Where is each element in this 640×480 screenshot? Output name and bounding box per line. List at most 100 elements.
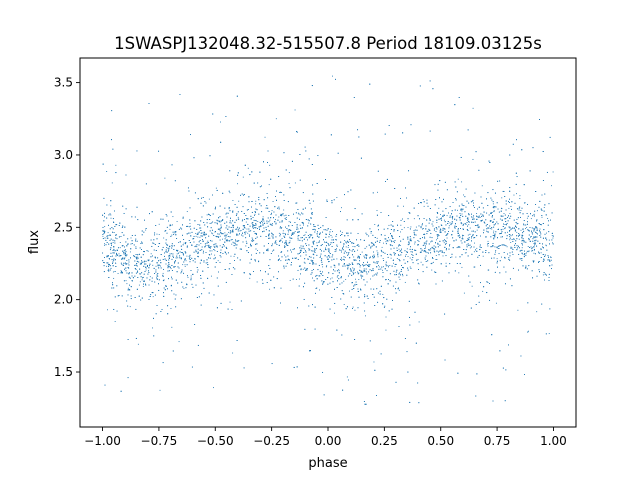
data-point — [420, 227, 422, 229]
data-point — [334, 251, 336, 253]
data-point — [237, 211, 239, 213]
data-point — [297, 239, 299, 241]
data-point — [487, 282, 489, 283]
data-point — [330, 229, 332, 230]
data-point — [407, 226, 409, 228]
data-point — [110, 214, 112, 216]
data-point — [381, 266, 383, 268]
data-point — [459, 234, 460, 236]
data-point — [354, 309, 356, 311]
data-point — [152, 296, 154, 298]
data-point — [354, 272, 356, 274]
data-point — [246, 228, 248, 230]
data-point — [397, 250, 398, 252]
data-point — [533, 243, 535, 244]
data-point — [410, 226, 412, 228]
data-point — [509, 235, 510, 237]
data-point — [511, 228, 513, 230]
data-point — [217, 220, 219, 222]
data-point — [133, 255, 135, 256]
data-point — [349, 249, 351, 251]
data-point — [209, 222, 211, 224]
data-point — [222, 238, 223, 240]
data-point — [139, 281, 141, 283]
data-point — [252, 227, 254, 229]
data-point — [161, 309, 163, 310]
data-point — [508, 200, 509, 202]
data-point — [320, 253, 322, 255]
data-point — [215, 187, 217, 189]
data-point — [486, 212, 488, 214]
data-point — [544, 193, 546, 195]
data-point — [472, 158, 474, 160]
data-point — [423, 218, 425, 219]
data-point — [279, 191, 281, 193]
data-point — [263, 220, 265, 222]
data-point — [269, 164, 271, 166]
data-point — [227, 212, 229, 214]
data-point — [186, 255, 188, 257]
data-point — [454, 227, 456, 229]
data-point — [257, 182, 259, 184]
data-point — [203, 260, 205, 262]
data-point — [344, 250, 346, 252]
data-point — [295, 279, 297, 280]
data-point — [474, 242, 475, 244]
data-point — [128, 276, 130, 278]
data-point — [166, 247, 167, 249]
data-point — [292, 278, 294, 280]
data-point — [527, 203, 529, 205]
data-point — [347, 246, 349, 248]
data-point — [374, 256, 375, 258]
data-point — [431, 240, 433, 242]
data-point — [343, 304, 345, 306]
data-point — [125, 255, 127, 257]
data-point — [516, 235, 518, 237]
data-point — [141, 261, 143, 263]
data-point — [467, 217, 469, 219]
data-point — [530, 218, 532, 220]
data-point — [281, 227, 282, 229]
data-point — [253, 227, 255, 229]
data-point — [275, 240, 277, 242]
data-point — [225, 246, 227, 248]
data-point — [182, 286, 184, 288]
data-point — [365, 255, 367, 257]
data-point — [103, 262, 105, 263]
data-point — [379, 241, 381, 243]
data-point — [135, 257, 137, 259]
data-point — [102, 234, 104, 235]
data-point — [435, 259, 437, 260]
data-point — [254, 259, 256, 261]
data-point — [357, 307, 359, 309]
data-point — [172, 245, 173, 247]
data-point — [117, 273, 119, 274]
data-point — [524, 267, 526, 269]
data-point — [411, 253, 413, 255]
data-point — [410, 238, 412, 240]
data-point — [539, 228, 541, 230]
data-point — [430, 248, 432, 250]
data-point — [424, 250, 426, 251]
data-point — [102, 252, 104, 254]
data-point — [438, 207, 440, 209]
data-point — [190, 134, 191, 136]
data-point — [114, 242, 116, 244]
data-point — [116, 285, 118, 287]
data-point — [337, 152, 339, 154]
data-point — [123, 246, 125, 248]
data-point — [130, 237, 132, 239]
data-point — [219, 228, 221, 230]
data-point — [385, 316, 387, 318]
data-point — [307, 239, 308, 241]
data-point — [357, 271, 358, 273]
data-point — [210, 227, 212, 229]
data-point — [122, 257, 124, 259]
data-point — [281, 237, 283, 239]
data-point — [281, 251, 283, 253]
data-point — [531, 250, 533, 252]
data-point — [527, 251, 529, 253]
data-point — [490, 212, 492, 214]
data-point — [147, 250, 149, 252]
data-point — [248, 234, 250, 236]
